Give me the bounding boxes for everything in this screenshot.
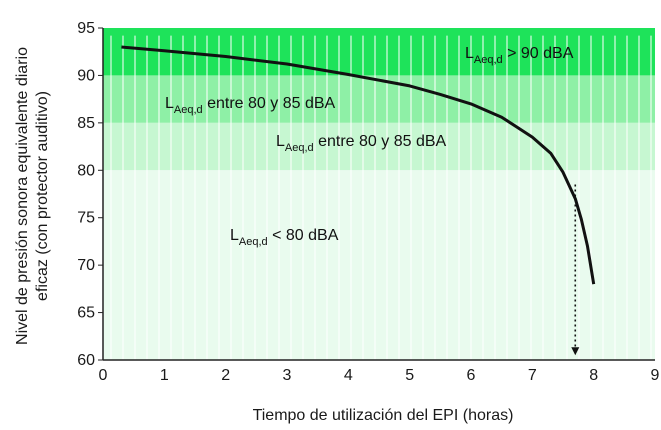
x-tick-label: 7 [528,367,537,384]
x-tick-label: 4 [344,367,353,384]
x-tick-label: 8 [589,367,598,384]
vertical-stripes [110,35,652,360]
y-axis-title-line1: Nivel de presión sonora equivalente diar… [14,47,31,345]
zone-label-2: LAeq,d entre 80 y 85 dBA [276,133,447,154]
x-tick-label: 6 [467,367,476,384]
x-tick-label: 2 [221,367,230,384]
zone-band-3 [103,170,655,360]
zone-label-1: LAeq,d entre 80 y 85 dBA [165,95,336,116]
y-tick-label: 95 [77,20,95,37]
dotted-arrow [571,184,580,356]
y-tick-label: 85 [77,115,95,132]
y-axis-title-line2: eficaz (con protector auditivo) [34,91,51,301]
x-tick-label: 9 [651,367,660,384]
x-tick-label: 5 [405,367,414,384]
y-tick-label: 65 [77,305,95,322]
y-tick-label: 75 [77,210,95,227]
y-tick-label: 90 [77,67,95,84]
tick-labels: 0 1 2 3 4 5 6 7 8 9 60 65 70 75 80 85 90 95 [77,20,659,384]
arrow-head [571,347,580,356]
x-tick-label: 1 [160,367,169,384]
zone-label-0: LAeq,d > 90 dBA [465,45,574,66]
noise-curve [121,45,596,285]
x-axis-title: Tiempo de utilización del EPI (horas) [253,407,514,424]
zone-label-3: LAeq,d < 80 dBA [230,227,339,248]
y-tick-label: 80 [77,162,95,179]
x-tick-label: 3 [283,367,292,384]
zone-labels: LAeq,d > 90 dBA LAeq,d entre 80 y 85 dBA L… [165,45,574,248]
x-tick-label: 0 [99,367,108,384]
y-tick-label: 70 [77,257,95,274]
axes [102,28,655,361]
y-tick-label: 60 [77,352,95,369]
